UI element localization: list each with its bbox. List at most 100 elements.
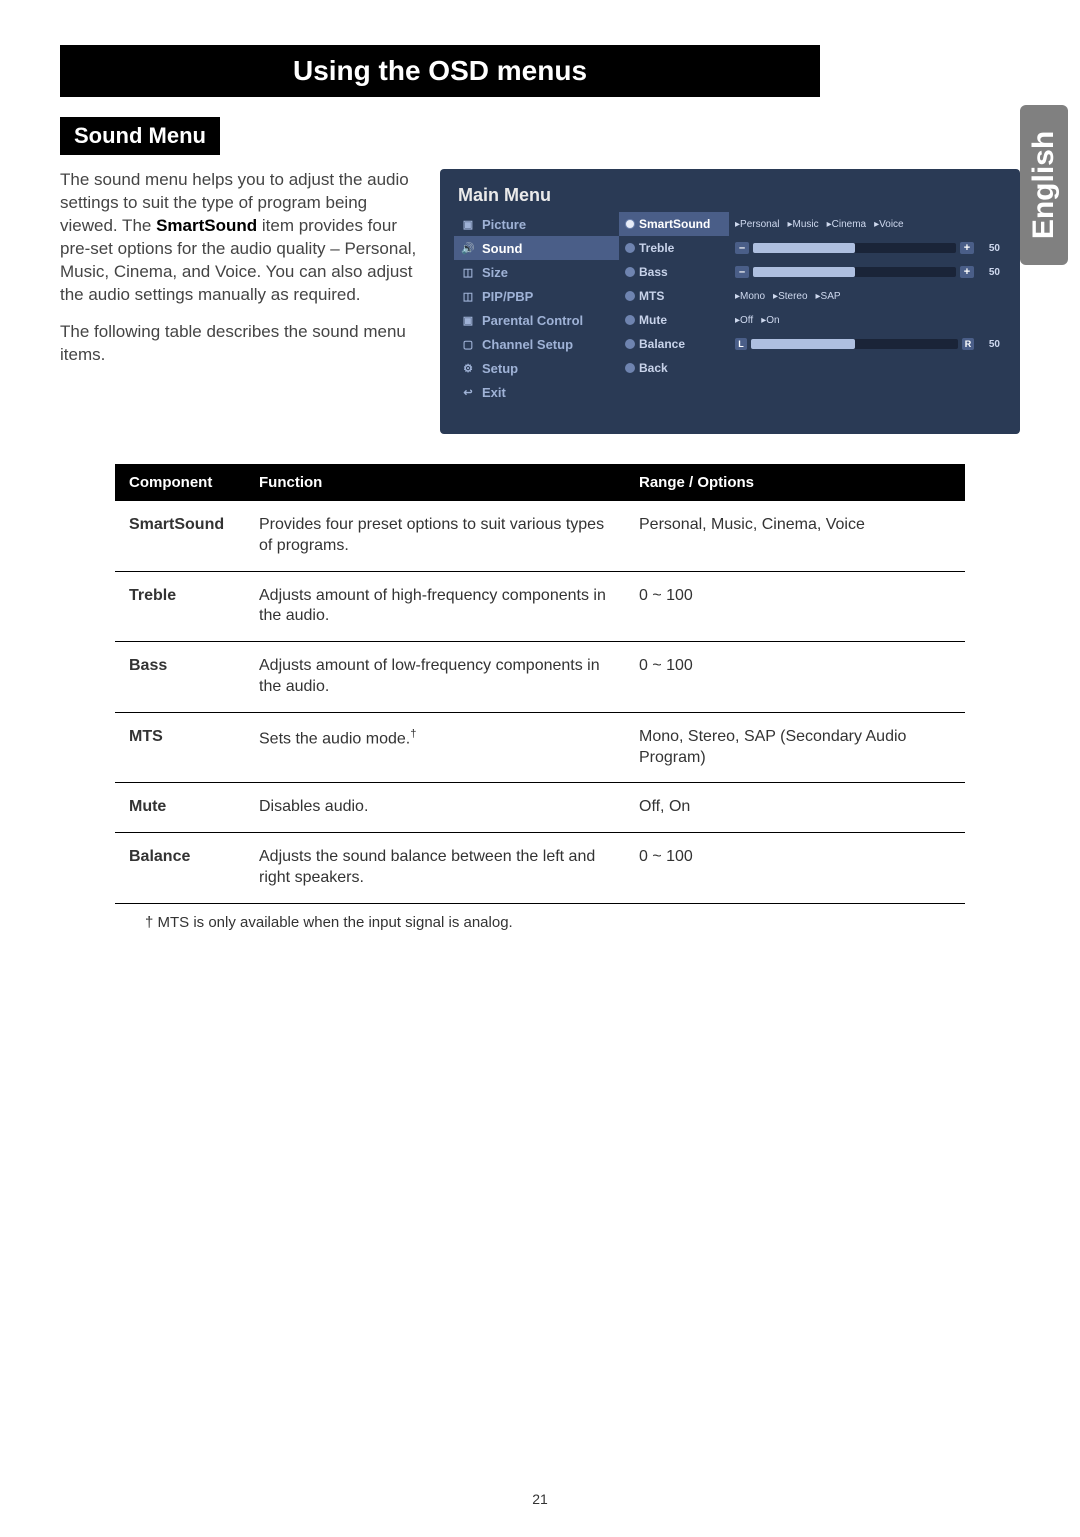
- bullet-icon: [625, 315, 635, 325]
- osd-treble-slider: – + 50: [729, 236, 1006, 260]
- function-cell: Adjusts the sound balance between the le…: [245, 833, 625, 904]
- footnote: † MTS is only available when the input s…: [115, 914, 965, 931]
- spec-table: ComponentFunctionRange / Options SmartSo…: [115, 464, 965, 904]
- table-header: Component: [115, 464, 245, 501]
- osd-mid-item: SmartSound: [619, 212, 729, 236]
- language-tab: English: [1020, 105, 1068, 265]
- bullet-icon: [625, 291, 635, 301]
- component-cell: Balance: [115, 833, 245, 904]
- osd-left-item: ↩ Exit: [454, 380, 619, 404]
- plus-icon: +: [960, 242, 974, 254]
- table-row: TrebleAdjusts amount of high-frequency c…: [115, 571, 965, 642]
- intro-p1-bold: SmartSound: [156, 216, 257, 235]
- osd-title: Main Menu: [454, 185, 1006, 206]
- submenu-label: Bass: [639, 265, 668, 279]
- language-tab-label: English: [1027, 131, 1061, 239]
- intro-text: The sound menu helps you to adjust the a…: [60, 169, 420, 434]
- menu-label: Parental Control: [482, 313, 583, 328]
- title-banner: Using the OSD menus: [60, 45, 820, 97]
- range-cell: Personal, Music, Cinema, Voice: [625, 501, 965, 571]
- menu-icon: ◫: [460, 266, 476, 279]
- osd-option: ▸SAP: [816, 291, 841, 302]
- osd-balance-slider: L R 50: [729, 332, 1006, 356]
- submenu-label: Treble: [639, 241, 674, 255]
- osd-right-column: ▸Personal ▸Music ▸Cinema ▸Voice – + 50 –: [729, 212, 1006, 404]
- table-row: SmartSoundProvides four preset options t…: [115, 501, 965, 571]
- osd-mid-column: SmartSound Treble Bass MTS Mute Balance Back: [619, 212, 729, 404]
- osd-left-item: ◫ Size: [454, 260, 619, 284]
- menu-icon: ▣: [460, 218, 476, 231]
- submenu-label: Balance: [639, 337, 685, 351]
- menu-label: Picture: [482, 217, 526, 232]
- submenu-label: MTS: [639, 289, 664, 303]
- function-cell: Adjusts amount of low-frequency componen…: [245, 642, 625, 713]
- range-cell: Off, On: [625, 783, 965, 833]
- menu-label: PIP/PBP: [482, 289, 533, 304]
- osd-option: ▸Cinema: [827, 219, 866, 230]
- menu-icon: ▢: [460, 338, 476, 351]
- osd-left-item: ▢Channel Setup: [454, 332, 619, 356]
- menu-label: Exit: [482, 385, 506, 400]
- osd-panel: Main Menu ▣ Picture 🔊 Sound ◫ Size ◫ PIP/PBP ▣ Pa…: [440, 169, 1020, 434]
- bullet-icon: [625, 363, 635, 373]
- range-cell: 0 ~ 100: [625, 571, 965, 642]
- osd-mid-item: Bass: [619, 260, 729, 284]
- component-cell: Bass: [115, 642, 245, 713]
- osd-option: ▸Voice: [874, 219, 903, 230]
- menu-icon: 🔊: [460, 242, 476, 255]
- balance-value: 50: [978, 339, 1000, 350]
- range-cell: Mono, Stereo, SAP (Secondary Audio Progr…: [625, 712, 965, 783]
- osd-left-column: ▣ Picture 🔊 Sound ◫ Size ◫ PIP/PBP ▣ Parental Con…: [454, 212, 619, 404]
- minus-icon: –: [735, 242, 749, 254]
- osd-left-item: ▣ Parental Control: [454, 308, 619, 332]
- osd-bass-slider: – + 50: [729, 260, 1006, 284]
- osd-smartsound-options: ▸Personal ▸Music ▸Cinema ▸Voice: [729, 212, 1006, 236]
- osd-mute-options: ▸Off ▸On: [729, 308, 1006, 332]
- menu-icon: ↩: [460, 386, 476, 399]
- menu-icon: ◫: [460, 290, 476, 303]
- component-cell: MTS: [115, 712, 245, 783]
- component-cell: Mute: [115, 783, 245, 833]
- osd-left-item: 🔊 Sound: [454, 236, 619, 260]
- menu-label: Size: [482, 265, 508, 280]
- function-cell: Provides four preset options to suit var…: [245, 501, 625, 571]
- osd-mid-item: Mute: [619, 308, 729, 332]
- minus-icon: –: [735, 266, 749, 278]
- osd-option: ▸Personal: [735, 219, 780, 230]
- component-cell: SmartSound: [115, 501, 245, 571]
- function-cell: Adjusts amount of high-frequency compone…: [245, 571, 625, 642]
- table-header: Range / Options: [625, 464, 965, 501]
- osd-mts-options: ▸Mono ▸Stereo ▸SAP: [729, 284, 1006, 308]
- menu-label: Setup: [482, 361, 518, 376]
- table-row: MuteDisables audio.Off, On: [115, 783, 965, 833]
- menu-icon: ⚙: [460, 362, 476, 375]
- osd-option: ▸Mono: [735, 291, 765, 302]
- osd-option: ▸Stereo: [773, 291, 807, 302]
- range-cell: 0 ~ 100: [625, 833, 965, 904]
- submenu-label: SmartSound: [639, 217, 710, 231]
- function-cell: Disables audio.: [245, 783, 625, 833]
- section-heading: Sound Menu: [60, 117, 220, 155]
- osd-mid-item: Back: [619, 356, 729, 380]
- menu-icon: ▣: [460, 314, 476, 327]
- component-cell: Treble: [115, 571, 245, 642]
- bullet-icon: [625, 267, 635, 277]
- bullet-icon: [625, 219, 635, 229]
- table-row: BassAdjusts amount of low-frequency comp…: [115, 642, 965, 713]
- bullet-icon: [625, 243, 635, 253]
- menu-label: Sound: [482, 241, 522, 256]
- intro-p2: The following table describes the sound …: [60, 321, 420, 367]
- osd-left-item: ▣ Picture: [454, 212, 619, 236]
- function-cell: Sets the audio mode.†: [245, 712, 625, 783]
- osd-option: ▸Off: [735, 315, 753, 326]
- plus-icon: +: [960, 266, 974, 278]
- table-header: Function: [245, 464, 625, 501]
- osd-option: ▸Music: [788, 219, 819, 230]
- osd-option: ▸On: [761, 315, 779, 326]
- bullet-icon: [625, 339, 635, 349]
- page-number: 21: [60, 1491, 1020, 1507]
- osd-mid-item: Treble: [619, 236, 729, 260]
- osd-left-item: ◫ PIP/PBP: [454, 284, 619, 308]
- treble-value: 50: [978, 243, 1000, 254]
- table-row: BalanceAdjusts the sound balance between…: [115, 833, 965, 904]
